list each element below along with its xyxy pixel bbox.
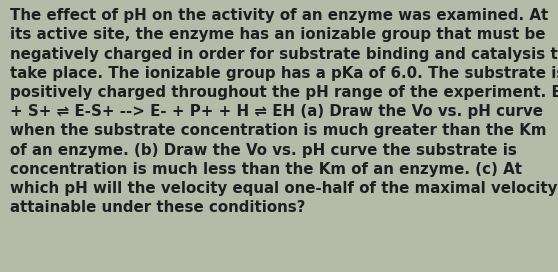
Text: The effect of pH on the activity of an enzyme was examined. At
its active site, : The effect of pH on the activity of an e…: [10, 8, 558, 215]
